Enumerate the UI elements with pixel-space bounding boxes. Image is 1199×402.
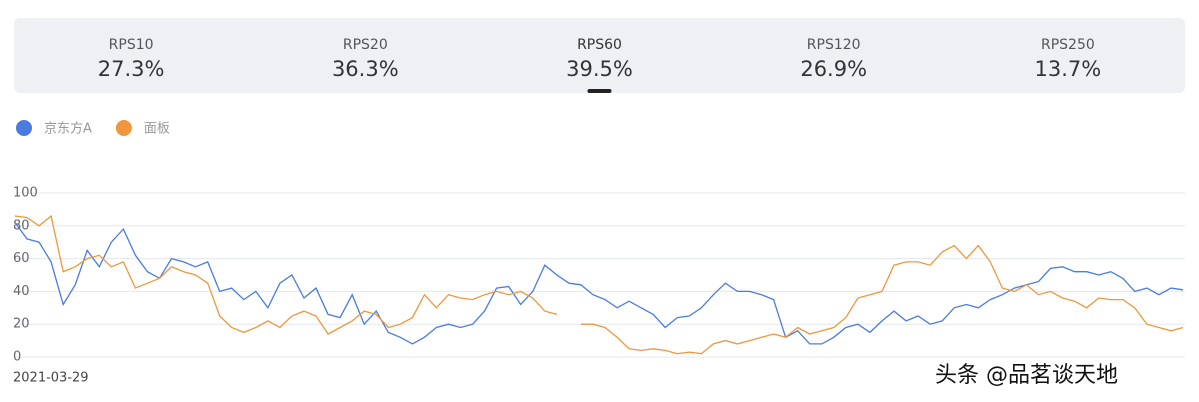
legend-label[interactable]: 京东方A [44,121,92,137]
tab-value[interactable]: 36.3% [332,57,399,81]
y-tick-label: 20 [13,317,30,332]
watermark: 头条 @品茗谈天地 [935,363,1118,388]
tab-value[interactable]: 27.3% [98,57,165,81]
line [14,214,1184,355]
legend-marker[interactable] [16,120,32,136]
tab-label[interactable]: RPS250 [1041,37,1095,53]
x-tick-label: 2021-03-29 [13,371,89,386]
tab-value[interactable]: 39.5% [566,57,633,81]
tab-label[interactable]: RPS20 [343,37,388,53]
y-tick-label: 0 [13,350,21,365]
y-tick-label: 80 [13,218,30,233]
legend-label[interactable]: 面板 [144,122,170,137]
legend-marker[interactable] [115,120,132,136]
y-tick-label: 100 [13,186,38,201]
tab-panel [14,18,1185,93]
tab-value[interactable]: 13.7% [1035,57,1102,81]
tab-value[interactable]: 26.9% [800,57,867,81]
line [14,222,1184,345]
tab-indicator [587,89,612,93]
tab-label[interactable]: RPS10 [109,37,154,53]
tab-label[interactable]: RPS60 [577,37,622,53]
y-tick-label: 60 [13,251,30,266]
tab-label[interactable]: RPS120 [807,37,861,53]
y-tick-label: 40 [13,284,30,299]
